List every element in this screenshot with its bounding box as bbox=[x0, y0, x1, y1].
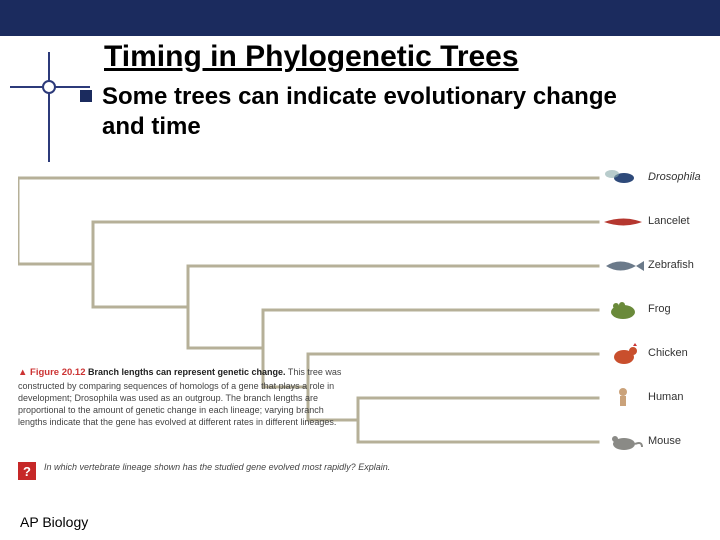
bullet-block: Some trees can indicate evolutionary cha… bbox=[80, 82, 720, 142]
taxon-label: Zebrafish bbox=[648, 259, 694, 271]
slide-title: Timing in Phylogenetic Trees bbox=[104, 40, 720, 74]
question-row: ? In which vertebrate lineage shown has … bbox=[18, 462, 458, 480]
taxon-label: Chicken bbox=[648, 347, 688, 359]
caption-lead: ▲ Figure 20.12 bbox=[18, 367, 85, 378]
phylogenetic-tree: Drosophila Lancelet Zebrafish Frog Chicken Hu… bbox=[18, 170, 702, 480]
taxon-label: Frog bbox=[648, 303, 671, 315]
caption-head: Branch lengths can represent genetic cha… bbox=[88, 367, 286, 377]
organism-chicken-icon bbox=[602, 343, 644, 365]
organism-fish-icon bbox=[602, 255, 644, 277]
taxon-label: Drosophila bbox=[648, 171, 701, 183]
bullet-square-icon bbox=[80, 90, 92, 102]
taxon-label: Mouse bbox=[648, 435, 681, 447]
question-text: In which vertebrate lineage shown has th… bbox=[44, 462, 390, 474]
organism-lancelet-icon bbox=[602, 211, 644, 233]
question-icon: ? bbox=[18, 462, 36, 480]
footer-label: AP Biology bbox=[20, 514, 88, 530]
top-bar bbox=[0, 0, 720, 36]
organism-mouse-icon bbox=[602, 431, 644, 453]
taxon-label: Lancelet bbox=[648, 215, 690, 227]
organism-frog-icon bbox=[602, 299, 644, 321]
bullet-text: Some trees can indicate evolutionary cha… bbox=[102, 82, 662, 142]
organism-human-icon bbox=[602, 387, 644, 409]
taxon-labels: Drosophila Lancelet Zebrafish Frog Chicken Hu… bbox=[18, 170, 702, 480]
taxon-label: Human bbox=[648, 391, 683, 403]
figure-caption: ▲ Figure 20.12 Branch lengths can repres… bbox=[18, 366, 348, 428]
organism-fly-icon bbox=[602, 167, 644, 189]
title-region: Timing in Phylogenetic Trees bbox=[0, 36, 720, 74]
